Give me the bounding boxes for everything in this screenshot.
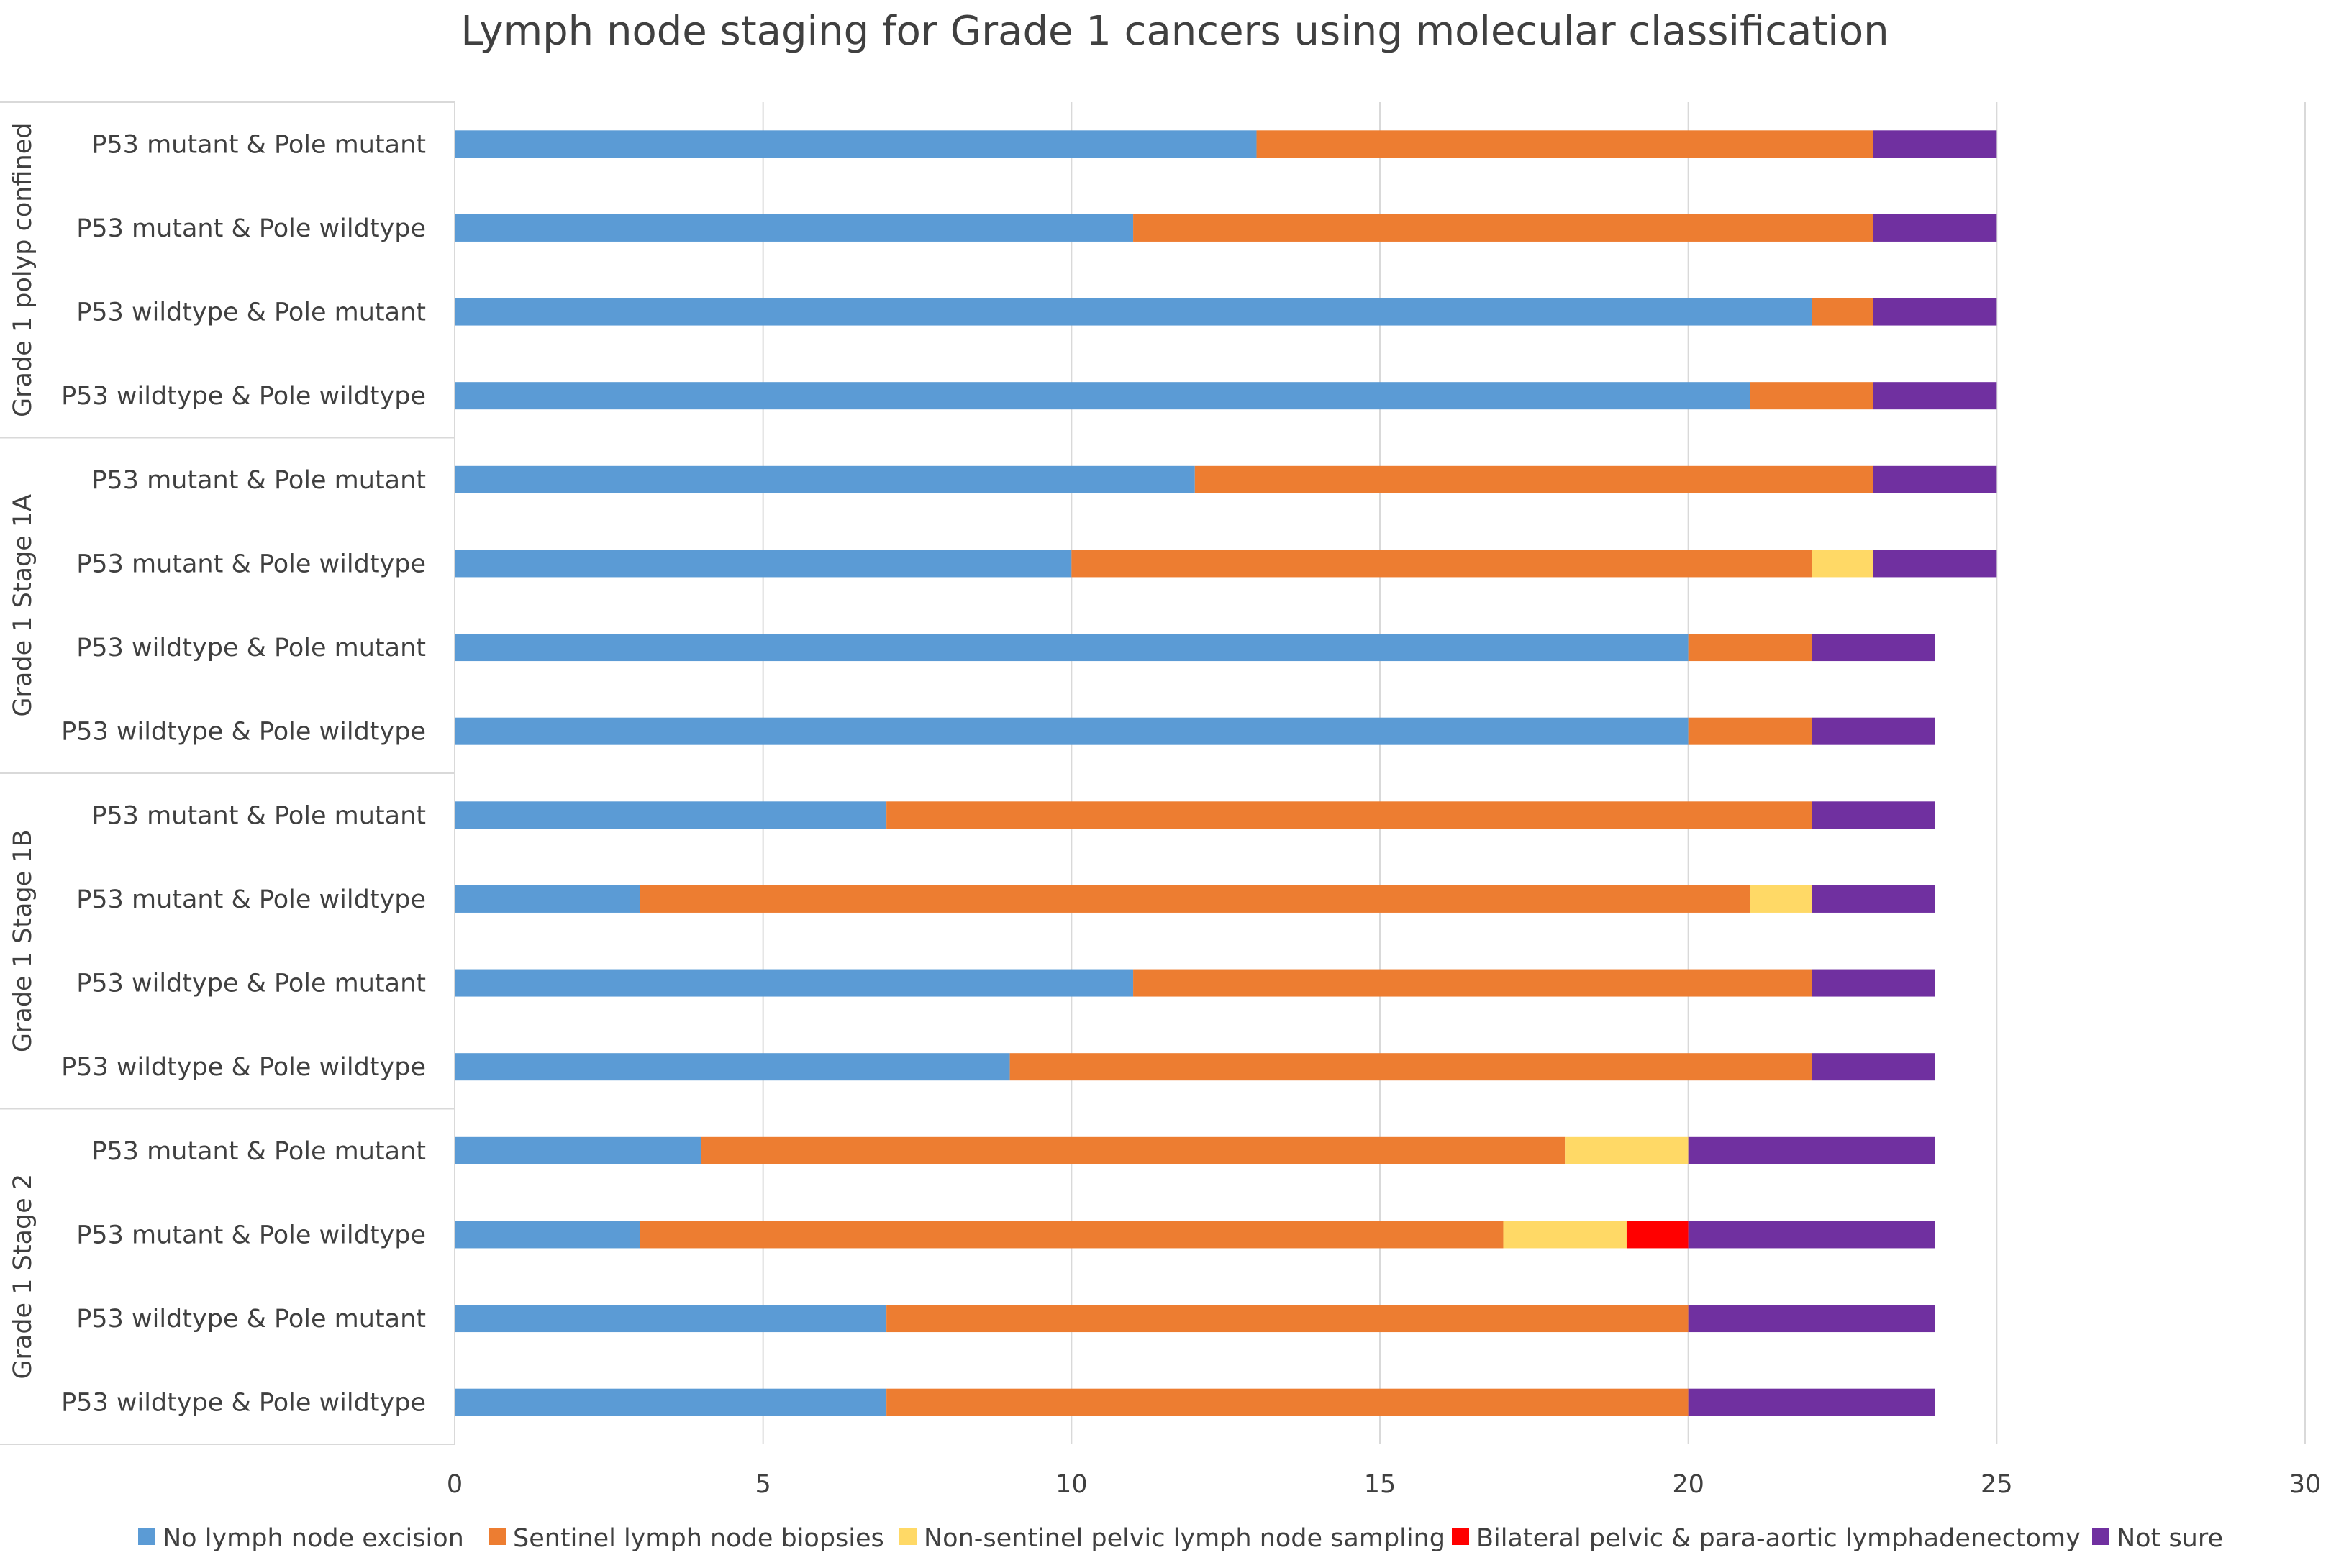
bar-segment [1503, 1221, 1627, 1249]
x-tick-label: 5 [755, 1470, 771, 1499]
bar-segment [455, 298, 1812, 326]
x-tick-label: 15 [1364, 1470, 1396, 1499]
bar-segment [1812, 969, 1935, 997]
legend-swatch [899, 1528, 917, 1545]
category-label: P53 mutant & Pole mutant [91, 1137, 426, 1166]
bar-segment [1626, 1221, 1689, 1249]
bar-segment [1688, 1136, 1935, 1164]
bar-segment [455, 550, 1072, 578]
category-label: P53 mutant & Pole mutant [91, 130, 426, 159]
group-label: Grade 1 Stage 1A [9, 494, 37, 717]
x-tick-label: 30 [2289, 1470, 2322, 1499]
bar-segment [1133, 214, 1873, 242]
bar-segment [455, 130, 1257, 158]
bar-segment [455, 382, 1750, 410]
group-label: Grade 1 Stage 1B [9, 829, 37, 1052]
legend-swatch [1452, 1528, 1469, 1545]
legend-label: Bilateral pelvic & para-aortic lymphaden… [1476, 1524, 2081, 1553]
bar-segment [701, 1136, 1566, 1164]
category-label: P53 mutant & Pole mutant [91, 801, 426, 830]
legend-label: Non-sentinel pelvic lymph node sampling [924, 1524, 1445, 1553]
category-label: P53 wildtype & Pole wildtype [61, 382, 426, 411]
chart-title: Lymph node staging for Grade 1 cancers u… [460, 8, 1889, 55]
legend: No lymph node excision Sentinel lymph nod… [138, 1524, 2223, 1553]
category-label: P53 wildtype & Pole wildtype [61, 1389, 426, 1418]
bar-segment [886, 801, 1812, 829]
legend-label: Not sure [2117, 1524, 2223, 1553]
bar-segment [1565, 1136, 1689, 1164]
bar-segment [455, 1053, 1010, 1081]
bar-segment [1812, 801, 1935, 829]
category-label: P53 wildtype & Pole wildtype [61, 1053, 426, 1082]
bar-segment [1873, 130, 1997, 158]
bar-segment [1688, 634, 1812, 662]
bar-segment [1750, 885, 1812, 913]
legend-swatch [138, 1528, 155, 1545]
bar-segment [455, 801, 887, 829]
bar-segment [1256, 130, 1873, 158]
bar-segment [1688, 1221, 1935, 1249]
bar-segment [640, 885, 1750, 913]
bar-segment [1812, 717, 1935, 745]
bar-segment [455, 1388, 887, 1416]
legend-label: No lymph node excision [163, 1524, 464, 1553]
bar-segment [1873, 550, 1997, 578]
bar-segment [455, 634, 1689, 662]
category-label: P53 mutant & Pole wildtype [76, 1221, 426, 1249]
x-tick-label: 0 [447, 1470, 463, 1499]
bar-segment [1688, 1388, 1935, 1416]
bar-segment [1812, 298, 1873, 326]
category-axis: Grade 1 polyp confined Grade 1 Stage 1A Gr… [0, 101, 455, 1445]
bar-segment [1873, 298, 1997, 326]
group-label: Grade 1 Stage 2 [9, 1174, 37, 1380]
bar-segment [1812, 885, 1935, 913]
bar-segment [1873, 382, 1997, 410]
bar-segment [1812, 550, 1873, 578]
bar-segment [1688, 717, 1812, 745]
bar-segment [1873, 214, 1997, 242]
bar-segment [886, 1388, 1689, 1416]
bar-segment [455, 1305, 887, 1333]
bar-segment [455, 465, 1195, 493]
x-tick-label: 10 [1055, 1470, 1088, 1499]
bar-segment [1133, 969, 1812, 997]
bar-segment [1071, 550, 1812, 578]
x-tick-label: 25 [1981, 1470, 2013, 1499]
legend-swatch [489, 1528, 506, 1545]
group-label: Grade 1 polyp confined [9, 123, 37, 417]
bar-segment [455, 969, 1134, 997]
legend-swatch [2092, 1528, 2109, 1545]
bar-segment [640, 1221, 1504, 1249]
bar-segment [455, 885, 640, 913]
category-label: P53 wildtype & Pole mutant [76, 634, 426, 662]
category-label: P53 mutant & Pole wildtype [76, 214, 426, 243]
x-tick-label: 20 [1672, 1470, 1704, 1499]
category-label: P53 mutant & Pole wildtype [76, 885, 426, 914]
bar-segment [1688, 1305, 1935, 1333]
bar-segment [1750, 382, 1873, 410]
bar-segment [455, 1136, 701, 1164]
category-label: P53 wildtype & Pole mutant [76, 970, 426, 998]
legend-label: Sentinel lymph node biopsies [513, 1524, 884, 1553]
bar-segment [886, 1305, 1689, 1333]
bar-segment [1812, 634, 1935, 662]
bar-segment [455, 1221, 640, 1249]
bar-segment [455, 214, 1134, 242]
gridlines [762, 102, 2306, 1444]
category-label: P53 mutant & Pole mutant [91, 466, 426, 495]
category-label: P53 wildtype & Pole wildtype [61, 718, 426, 747]
category-label: P53 wildtype & Pole mutant [76, 1305, 426, 1334]
bar-segment [1812, 1053, 1935, 1081]
category-label: P53 mutant & Pole wildtype [76, 550, 426, 578]
bar-segment [455, 717, 1689, 745]
bar-segment [1194, 465, 1873, 493]
bar-segment [1009, 1053, 1812, 1081]
category-label: P53 wildtype & Pole mutant [76, 298, 426, 327]
bar-segment [1873, 465, 1997, 493]
x-axis-ticks: 0 5 10 15 20 25 30 [447, 1470, 2321, 1499]
bars [455, 130, 1997, 1416]
